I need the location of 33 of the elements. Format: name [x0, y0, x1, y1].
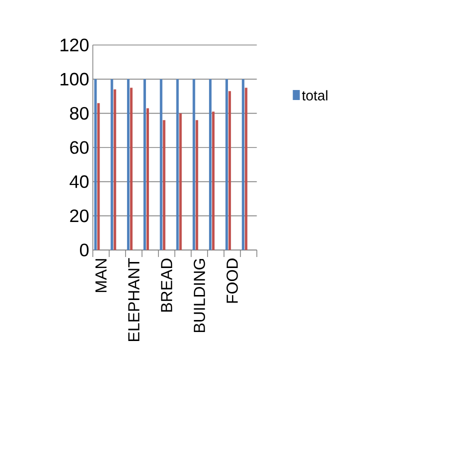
- bar: [179, 113, 182, 250]
- bar: [225, 79, 228, 250]
- x-tick-label: ELEPHANT: [128, 258, 140, 341]
- y-tick-label: 120: [60, 38, 89, 52]
- x-tick-label: MAN: [95, 259, 107, 292]
- bar: [242, 79, 244, 250]
- bar: [130, 88, 133, 250]
- y-tick-label: 0: [80, 244, 89, 256]
- x-tick-label: BUILDING: [194, 259, 206, 332]
- bar: [143, 79, 146, 250]
- x-tick-label: FOOD: [226, 258, 238, 303]
- bar: [209, 79, 212, 250]
- bar: [192, 79, 196, 250]
- y-tick-label: 100: [60, 72, 89, 86]
- x-tick-label: BREAD: [161, 258, 172, 312]
- y-tick-label: 40: [70, 175, 89, 188]
- y-tick-label: 20: [70, 209, 89, 222]
- y-tick-label: 80: [70, 106, 89, 120]
- bar: [97, 103, 100, 250]
- bar: [244, 88, 248, 250]
- bar: [176, 79, 179, 250]
- bar: [228, 91, 231, 250]
- bar: [146, 108, 149, 250]
- bar: [196, 120, 198, 250]
- bar: [212, 112, 215, 250]
- y-tick-label: 60: [70, 141, 89, 154]
- bar: [110, 79, 114, 250]
- bar: [94, 79, 97, 250]
- bar: [114, 89, 116, 250]
- bar: [162, 120, 166, 250]
- legend-label: total: [302, 90, 328, 100]
- bar: [127, 79, 130, 250]
- bar: [160, 79, 162, 250]
